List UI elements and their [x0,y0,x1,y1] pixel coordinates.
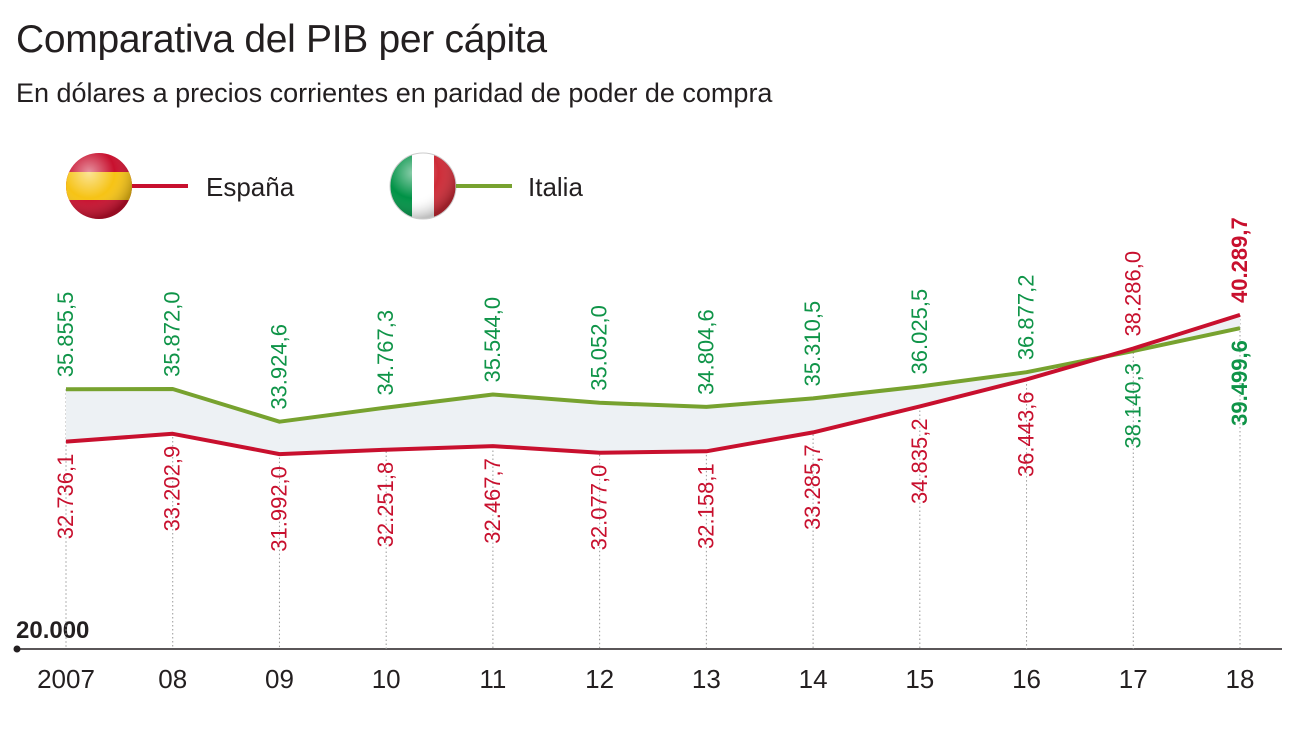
x-tick-label: 13 [692,664,721,694]
value-label-espana: 32.736,1 [53,454,78,540]
series-line-italia [65,326,1241,424]
x-tick-label: 15 [905,664,934,694]
value-labels: 35.855,5 32.736,1 35.872,0 33.202,9 33.924,6… [53,217,1252,551]
value-label-espana: 33.202,9 [160,446,185,532]
series-lines [65,312,1241,457]
chart-title: Comparativa del PIB per cápita [16,18,547,61]
italy-flag-icon [389,152,457,220]
value-label-espana: 32.077,0 [587,465,612,551]
value-label-espana: 34.835,2 [907,418,932,504]
value-label-italia: 34.804,6 [693,309,718,395]
value-label-espana: 38.286,0 [1120,251,1145,337]
x-tick-labels: 2007 08 09 10 11 12 13 14 15 16 17 18 [37,664,1254,694]
value-label-italia: 35.855,5 [53,292,78,378]
x-tick-label: 18 [1226,664,1255,694]
baseline-label: 20.000 [16,617,89,644]
value-label-italia: 36.025,5 [907,289,932,375]
value-label-italia: 36.877,2 [1014,275,1039,361]
series-line-espana [65,312,1241,457]
x-tick-label: 17 [1119,664,1148,694]
spain-flag-icon [66,153,132,219]
legend-label-italia: Italia [528,172,583,202]
x-tick-label: 11 [479,664,506,694]
legend-label-espana: España [206,172,295,202]
gap-area [66,314,1240,455]
axis-origin-dot [13,645,21,653]
value-label-italia: 39.499,6 [1227,340,1252,426]
x-tick-label: 10 [372,664,401,694]
x-tick-label: 08 [158,664,187,694]
value-label-espana: 40.289,7 [1227,217,1252,303]
value-label-espana: 32.158,1 [693,463,718,549]
value-label-espana: 32.467,7 [480,458,505,544]
value-label-italia: 33.924,6 [266,324,291,410]
value-label-espana: 33.285,7 [800,444,825,530]
chart-subtitle: En dólares a precios corrientes en parid… [16,78,773,108]
legend: España Italia [66,152,583,220]
value-label-espana: 36.443,6 [1014,391,1039,477]
value-label-italia: 35.872,0 [160,291,185,377]
value-label-italia: 35.544,0 [480,297,505,383]
x-tick-label: 14 [799,664,828,694]
value-label-italia: 34.767,3 [373,310,398,396]
value-label-italia: 35.052,0 [587,305,612,391]
value-label-espana: 32.251,8 [373,462,398,548]
x-tick-label: 09 [265,664,294,694]
x-tick-label: 16 [1012,664,1041,694]
value-label-espana: 31.992,0 [266,466,291,552]
value-label-italia: 38.140,3 [1120,363,1145,449]
value-label-italia: 35.310,5 [800,301,825,387]
x-tick-label: 12 [585,664,614,694]
x-tick-label: 2007 [37,664,95,694]
